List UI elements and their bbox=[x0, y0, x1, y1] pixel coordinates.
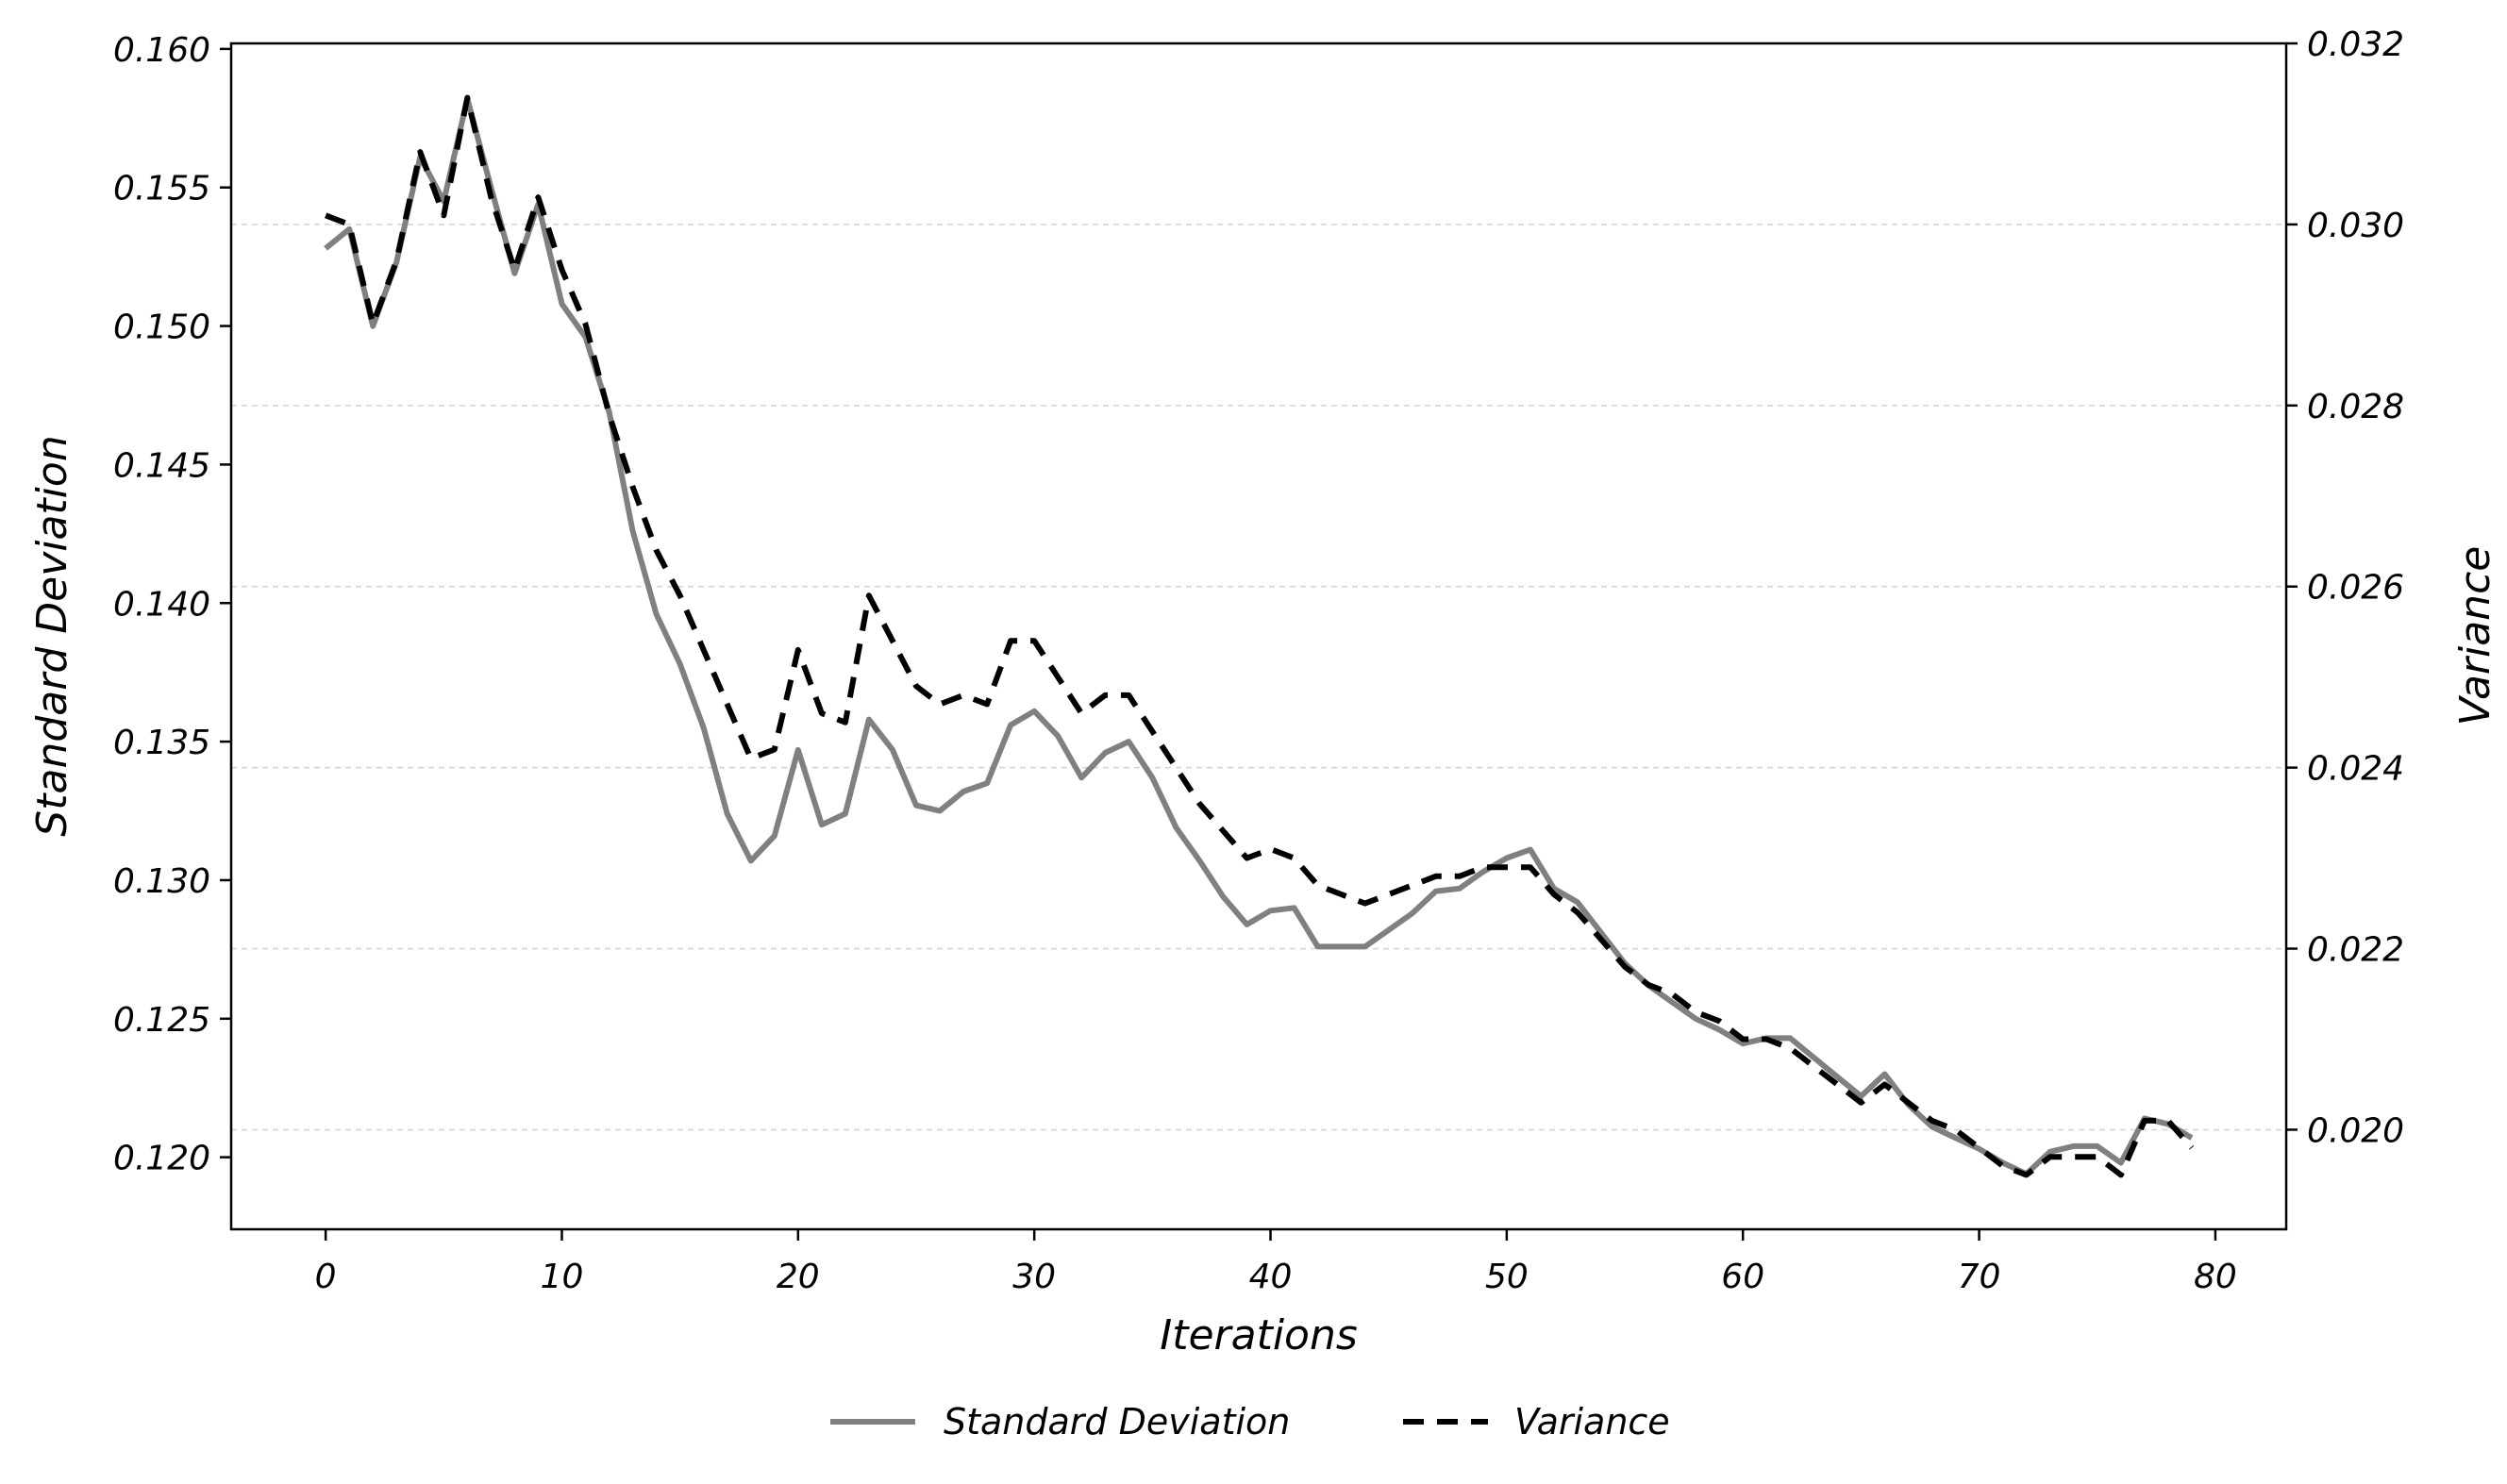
x-tick-label: 80 bbox=[2194, 1258, 2237, 1296]
y-right-tick-label: 0.020 bbox=[2307, 1111, 2404, 1150]
x-tick-label: 20 bbox=[777, 1258, 820, 1296]
x-tick-label: 10 bbox=[541, 1258, 584, 1296]
series-line-standard-deviation bbox=[324, 95, 2194, 1177]
ticks-layer: 0 10 20 30 40 50 60 70 80 0.120 0.125 0.130 0.135 0.1… bbox=[113, 25, 2404, 1296]
y-axis-left-label: Standard Deviation bbox=[28, 435, 76, 836]
y-right-tick-label: 0.026 bbox=[2307, 569, 2404, 608]
series-line-variance bbox=[325, 94, 2195, 1178]
y-left-tick-label: 0.155 bbox=[113, 170, 210, 208]
x-tick-label: 30 bbox=[1012, 1258, 1056, 1296]
x-tick-label: 0 bbox=[315, 1258, 337, 1296]
grid-layer bbox=[231, 224, 2286, 1131]
y-right-tick-label: 0.022 bbox=[2307, 931, 2404, 970]
y-left-tick-label: 0.145 bbox=[113, 446, 210, 485]
x-tick-label: 70 bbox=[1958, 1258, 2001, 1296]
y-axis-right-label: Variance bbox=[2451, 546, 2499, 726]
y-left-tick-label: 0.135 bbox=[113, 724, 210, 762]
y-left-tick-label: 0.120 bbox=[113, 1140, 210, 1178]
y-right-tick-label: 0.032 bbox=[2307, 25, 2404, 64]
y-right-tick-label: 0.028 bbox=[2307, 388, 2404, 426]
y-left-tick-label: 0.160 bbox=[113, 31, 210, 70]
y-left-tick-label: 0.140 bbox=[113, 585, 210, 624]
x-tick-label: 50 bbox=[1485, 1258, 1529, 1296]
y-left-tick-label: 0.150 bbox=[113, 308, 210, 347]
x-tick-label: 40 bbox=[1249, 1258, 1293, 1296]
x-tick-label: 60 bbox=[1721, 1258, 1764, 1296]
legend-label-variance: Variance bbox=[1514, 1401, 1670, 1442]
legend-label-standard-deviation: Standard Deviation bbox=[944, 1401, 1290, 1442]
legend: Standard Deviation Variance bbox=[830, 1401, 1670, 1442]
y-right-tick-label: 0.030 bbox=[2307, 207, 2404, 245]
plot-frame bbox=[229, 42, 2288, 1231]
series-layer bbox=[324, 94, 2195, 1178]
x-axis-label: Iterations bbox=[1160, 1311, 1358, 1359]
y-left-tick-label: 0.130 bbox=[113, 862, 210, 901]
y-left-tick-label: 0.125 bbox=[113, 1001, 210, 1040]
y-right-tick-label: 0.024 bbox=[2307, 750, 2404, 789]
